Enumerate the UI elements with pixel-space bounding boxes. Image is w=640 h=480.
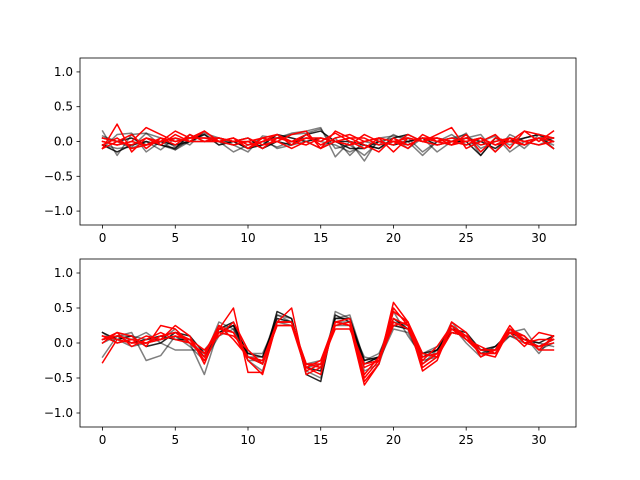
subplot-2: 0 5 10 15 20 25 30 −1.0 −0.5 0.0 0.5 1.0: [44, 258, 577, 447]
x-tick-label: 30: [531, 433, 546, 447]
x-tick-label: 10: [240, 231, 255, 245]
x-tick-label: 30: [531, 231, 546, 245]
y-tick-label: 0.0: [54, 336, 73, 350]
x-tick-label: 0: [99, 231, 107, 245]
y-tick-label: −1.0: [44, 204, 73, 218]
series-line-12: [101, 137, 555, 150]
y-tick-label: −1.0: [44, 406, 73, 420]
series-line-4: [101, 132, 555, 157]
x-tick-label: 10: [240, 433, 255, 447]
y-tick-label: 0.5: [54, 301, 73, 315]
series-line-6: [101, 130, 555, 150]
y-tick-label: 1.0: [54, 65, 73, 79]
x-tick-label: 25: [459, 433, 474, 447]
x-tick-label: 15: [313, 231, 328, 245]
x-tick-label: 5: [171, 231, 179, 245]
subplots: 0 5 10 15 20 25 30 −1.0 −0.5 0.0 0.5 1.0 0 5 10 15 20 25 3…: [44, 57, 577, 447]
series-group: [101, 301, 555, 386]
y-tick-label: 0.5: [54, 100, 73, 114]
x-tick-label: 0: [99, 433, 107, 447]
x-tick-label: 25: [459, 231, 474, 245]
x-tick-label: 5: [171, 433, 179, 447]
x-tick-label: 20: [386, 433, 401, 447]
series-line-10: [101, 321, 555, 376]
y-tick-label: 1.0: [54, 266, 73, 280]
series-line-7: [101, 123, 555, 153]
y-tick-label: 0.0: [54, 135, 73, 149]
x-tick-label: 20: [386, 231, 401, 245]
y-tick-label: −0.5: [44, 371, 73, 385]
subplot-1: 0 5 10 15 20 25 30 −1.0 −0.5 0.0 0.5 1.0: [44, 57, 577, 245]
series-line-12: [101, 317, 555, 369]
y-tick-label: −0.5: [44, 169, 73, 183]
series-line-10: [101, 133, 555, 153]
series-group: [101, 123, 555, 162]
x-tick-label: 15: [313, 433, 328, 447]
